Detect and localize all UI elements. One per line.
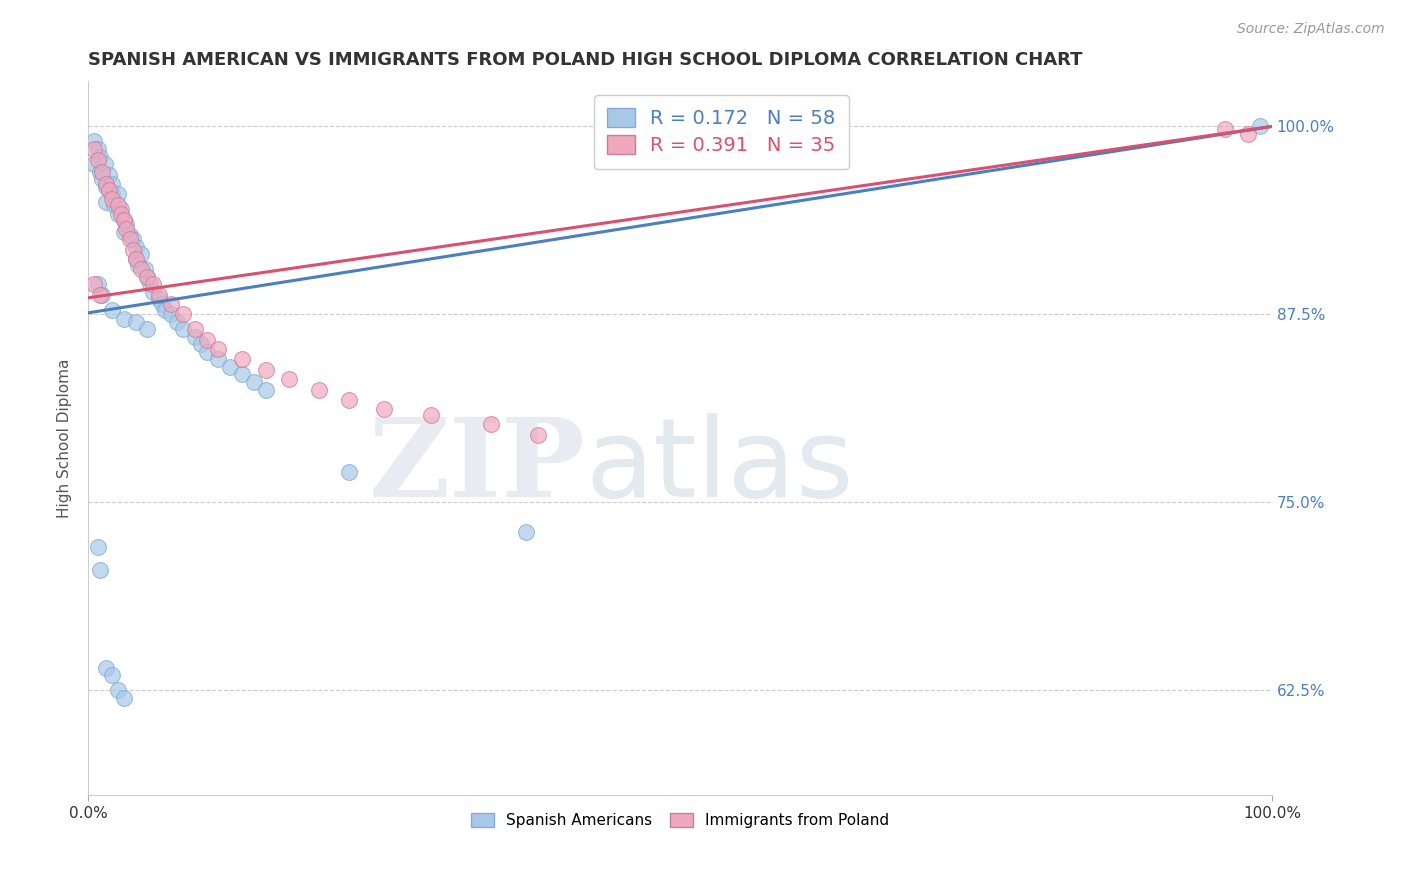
Point [101,192,124,206]
Point [124,252,146,266]
Point [107,683,129,698]
Point [207,352,229,367]
Point [373,402,395,417]
Point [94,194,117,209]
Point [83,277,105,292]
Point [142,277,165,292]
Point [86,277,108,292]
Point [127,258,149,272]
Point [254,363,277,377]
Point [190,337,212,351]
Point [172,322,194,336]
Point [91,288,114,302]
Point [83,135,105,149]
Point [86,142,108,156]
Y-axis label: High School Diploma: High School Diploma [58,359,72,518]
Point [107,206,129,220]
Point [142,285,165,299]
Point [112,311,135,326]
Point [136,269,159,284]
Point [172,307,194,321]
Point [1237,127,1260,141]
Legend: Spanish Americans, Immigrants from Poland: Spanish Americans, Immigrants from Polan… [464,806,896,834]
Point [183,330,205,344]
Point [118,232,141,246]
Point [195,333,218,347]
Point [93,157,115,171]
Point [115,221,138,235]
Text: Source: ZipAtlas.com: Source: ZipAtlas.com [1237,22,1385,37]
Point [83,157,105,171]
Point [131,247,153,261]
Point [515,525,537,540]
Point [278,372,301,386]
Point [110,202,132,216]
Point [131,262,153,277]
Point [98,168,121,182]
Point [124,315,146,329]
Point [420,408,443,422]
Point [150,297,173,311]
Point [86,153,108,167]
Point [112,225,135,239]
Point [124,240,146,254]
Point [148,288,170,302]
Point [94,177,117,191]
Point [207,342,229,356]
Point [94,660,117,674]
Point [166,315,188,329]
Point [83,142,105,156]
Point [138,277,160,292]
Point [195,345,218,359]
Point [124,252,146,266]
Point [231,352,253,367]
Text: SPANISH AMERICAN VS IMMIGRANTS FROM POLAND HIGH SCHOOL DIPLOMA CORRELATION CHART: SPANISH AMERICAN VS IMMIGRANTS FROM POLA… [89,51,1083,69]
Point [122,232,145,246]
Point [337,465,360,479]
Point [89,149,111,163]
Point [1249,120,1271,134]
Point [337,392,360,407]
Text: atlas: atlas [585,413,853,520]
Point [136,322,159,336]
Point [91,164,114,178]
Point [89,164,111,178]
Point [112,212,135,227]
Text: ZIP: ZIP [368,413,585,520]
Point [183,322,205,336]
Point [101,302,124,317]
Point [479,417,502,431]
Point [101,177,124,191]
Point [86,541,108,555]
Point [107,187,129,202]
Point [89,288,111,302]
Point [153,302,176,317]
Point [148,293,170,307]
Point [101,668,124,682]
Point [98,183,121,197]
Point [110,206,132,220]
Point [91,172,114,186]
Point [103,197,125,211]
Point [160,307,183,321]
Point [107,197,129,211]
Point [527,427,550,442]
Point [243,375,266,389]
Point [115,217,138,231]
Point [254,383,277,397]
Point [94,179,117,194]
Point [308,383,330,397]
Point [219,359,242,374]
Point [89,563,111,577]
Point [112,690,135,705]
Point [231,368,253,382]
Point [134,262,156,277]
Point [136,269,159,284]
Point [122,243,145,257]
Point [112,212,135,227]
Point [118,227,141,242]
Point [160,297,183,311]
Point [101,187,124,202]
Point [1213,122,1236,136]
